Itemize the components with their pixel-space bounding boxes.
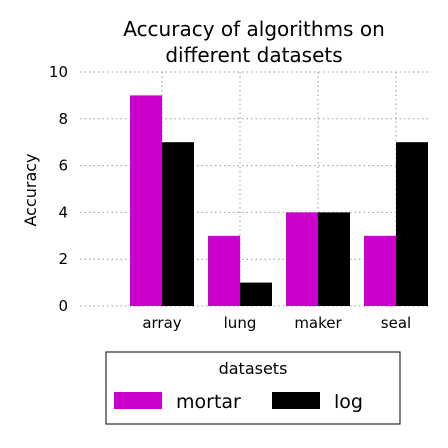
- bars: [130, 95, 428, 307]
- x-tick-label: lung: [224, 314, 257, 332]
- x-axis-ticks: array lung maker seal: [142, 314, 411, 332]
- legend-swatch-mortar: [114, 392, 162, 409]
- y-tick-label: 10: [49, 63, 68, 81]
- legend-swatch-log: [272, 392, 320, 409]
- bar-mortar-array: [130, 95, 162, 307]
- legend-title: datasets: [219, 359, 288, 378]
- bar-mortar-seal: [364, 235, 396, 306]
- bar-log-lung: [240, 282, 272, 306]
- y-axis-label: Accuracy: [21, 153, 40, 226]
- x-tick-label: array: [142, 314, 181, 332]
- y-tick-label: 8: [58, 110, 68, 128]
- bar-mortar-maker: [286, 212, 318, 306]
- bar-log-maker: [318, 212, 350, 306]
- legend: datasets mortar log: [105, 351, 401, 425]
- legend-label-log: log: [334, 391, 363, 413]
- y-tick-label: 2: [58, 250, 68, 268]
- bar-log-seal: [396, 142, 428, 306]
- legend-frame: [105, 351, 401, 425]
- chart-title-line-1: Accuracy of algorithms on: [123, 17, 385, 41]
- x-tick-label: seal: [381, 314, 411, 332]
- bar-mortar-lung: [208, 235, 240, 306]
- y-tick-label: 4: [58, 203, 68, 221]
- chart-title-line-2: different datasets: [165, 43, 342, 67]
- bar-log-array: [162, 142, 194, 306]
- y-tick-label: 0: [58, 297, 68, 315]
- y-axis-ticks: 0 2 4 6 8 10: [49, 63, 68, 315]
- legend-label-mortar: mortar: [176, 391, 241, 413]
- y-tick-label: 6: [58, 157, 68, 175]
- x-tick-label: maker: [294, 314, 342, 332]
